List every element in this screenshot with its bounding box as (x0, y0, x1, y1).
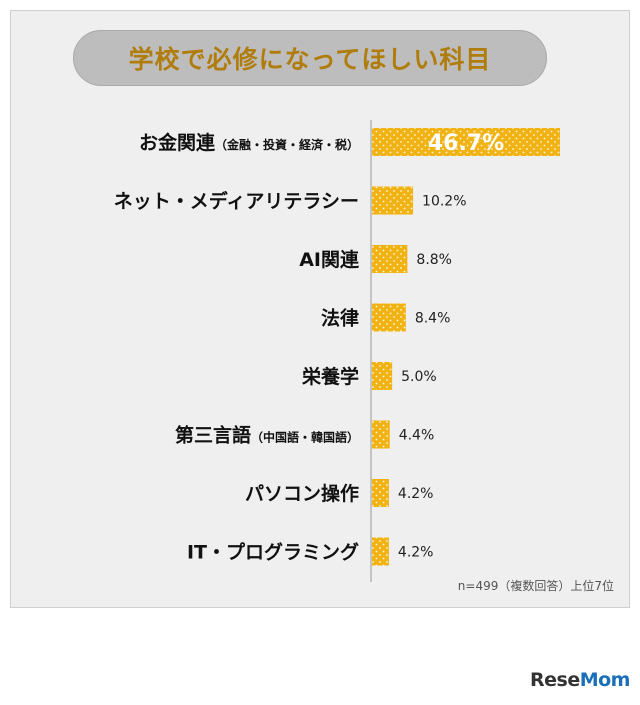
resemom-logo: ReseMom (530, 669, 630, 691)
logo-part-2: Mom (579, 669, 631, 691)
bar-group: 46.7% お金関連（金融・投資・経済・税） (139, 128, 560, 156)
category-label: AI関連 (299, 248, 360, 271)
category-main-text: AI関連 (299, 248, 360, 271)
value-label: 4.2% (398, 545, 434, 561)
bar-group: 4.4% 第三言語（中国語・韓国語） (175, 420, 435, 449)
value-label: 4.4% (399, 428, 435, 444)
bar-dot-pattern (372, 479, 389, 507)
category-main-text: パソコン操作 (245, 482, 359, 505)
chart-panel (10, 10, 630, 608)
category-main-text: IT・プログラミング (187, 541, 359, 564)
bar-dot-pattern (372, 420, 390, 449)
category-main-text: 法律 (321, 307, 359, 330)
category-main-text: お金関連 (139, 131, 216, 154)
category-label: ネット・メディアリテラシー (114, 190, 359, 213)
value-label: 10.2% (422, 194, 466, 210)
bar-dot-pattern (372, 128, 560, 156)
value-label: 8.4% (415, 311, 451, 327)
category-label: パソコン操作 (245, 482, 359, 505)
bar-dot-pattern (372, 362, 393, 390)
bar-group: 8.4% 法律 (321, 303, 451, 332)
category-main-text: 栄養学 (301, 365, 359, 388)
chart-title-pill: 学校で必修になってほしい科目 (73, 30, 547, 86)
bar-dot-pattern (372, 537, 389, 566)
category-label: お金関連（金融・投資・経済・税） (139, 131, 359, 154)
value-label: 4.2% (398, 486, 434, 502)
value-label: 46.7% (428, 131, 504, 156)
value-label: 5.0% (401, 369, 437, 385)
logo-part-1: Rese (530, 669, 580, 691)
value-label: 8.8% (416, 252, 452, 268)
bar-group: 4.2% IT・プログラミング (187, 537, 434, 566)
category-label: 栄養学 (301, 365, 359, 388)
bar-group: 8.8% AI関連 (299, 245, 452, 273)
bar-dot-pattern (372, 303, 406, 332)
bar-dot-pattern (372, 186, 414, 215)
category-label: IT・プログラミング (187, 541, 359, 564)
category-main-text: 第三言語 (175, 424, 251, 447)
bar-group: 10.2% ネット・メディアリテラシー (114, 186, 467, 215)
bar-group: 4.2% パソコン操作 (245, 479, 434, 507)
category-sub-text: （金融・投資・経済・税） (215, 137, 359, 152)
sample-note: n=499（複数回答）上位7位 (457, 579, 614, 593)
chart-title: 学校で必修になってほしい科目 (128, 45, 492, 74)
bar-group: 5.0% 栄養学 (301, 362, 437, 390)
category-main-text: ネット・メディアリテラシー (114, 190, 359, 213)
category-sub-text: （中国語・韓国語） (251, 430, 359, 445)
category-label: 法律 (321, 307, 359, 330)
category-label: 第三言語（中国語・韓国語） (175, 424, 359, 447)
bar-dot-pattern (372, 245, 408, 273)
